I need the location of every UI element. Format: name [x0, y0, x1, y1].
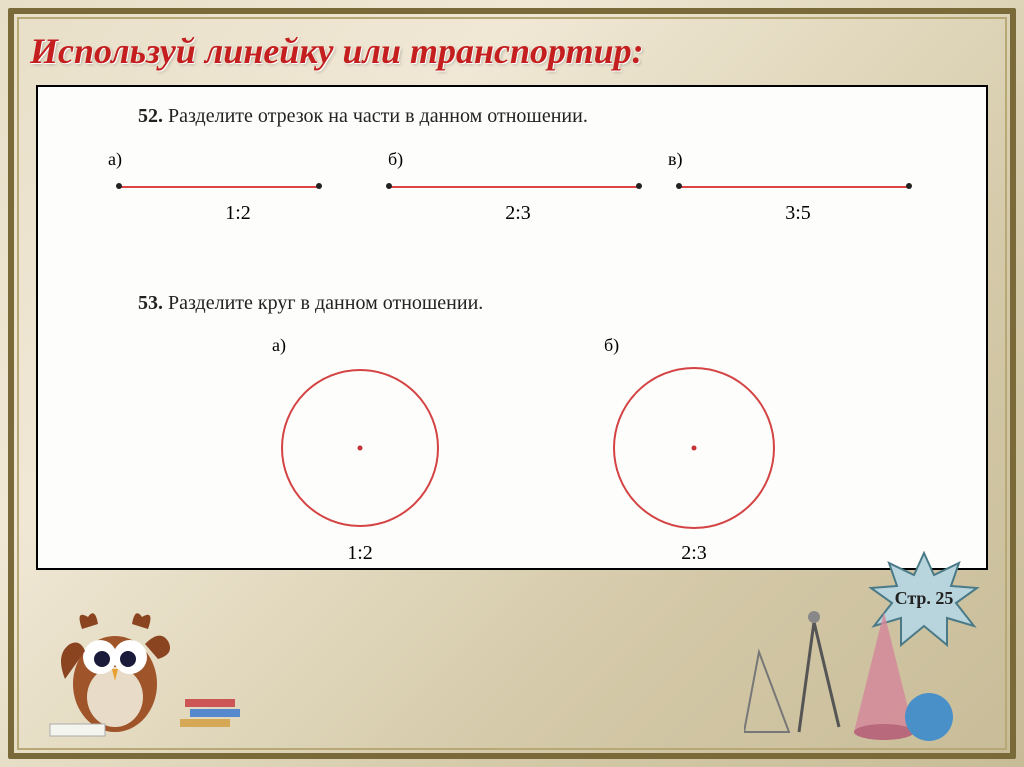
- triangle-ruler: [744, 652, 789, 732]
- segment-b-label: б): [388, 149, 648, 170]
- owl-ear-right: [132, 613, 150, 629]
- problem-52-number: 52.: [138, 105, 163, 127]
- circle-b-center: [692, 446, 697, 451]
- worksheet-panel: 52. Разделите отрезок на части в данном …: [36, 85, 988, 570]
- circle-a-ratio: 1:2: [268, 542, 452, 565]
- segment-c-lineseg: [678, 186, 908, 188]
- circle-a: а) 1:2: [268, 335, 452, 565]
- circle-a-center: [358, 446, 363, 451]
- segment-c-dot-left: [676, 183, 682, 189]
- segment-a: а) 1:2: [108, 149, 368, 225]
- circle-a-label: а): [272, 335, 452, 356]
- pencil-1: [180, 719, 230, 727]
- owl-pupil-left: [94, 651, 110, 667]
- segment-b-line: [388, 182, 648, 192]
- segment-b: б) 2:3: [388, 149, 648, 225]
- segments-row: а) 1:2 б) 2:3 в) 3:5: [108, 149, 928, 225]
- page-title: Используй линейку или транспортир:: [30, 30, 644, 72]
- segment-b-ratio: 2:3: [388, 202, 648, 225]
- segment-a-label: а): [108, 149, 368, 170]
- owl-paper: [50, 724, 105, 736]
- problem-53-text: Разделите круг в данном отношении.: [168, 292, 483, 314]
- circle-b-svg: [600, 360, 788, 538]
- problem-52-heading: 52. Разделите отрезок на части в данном …: [138, 105, 588, 128]
- compass-icon: [799, 622, 839, 732]
- segment-a-line: [108, 182, 368, 192]
- segment-c-label: в): [668, 149, 928, 170]
- segment-c-ratio: 3:5: [668, 202, 928, 225]
- owl-pupil-right: [120, 651, 136, 667]
- problem-52-text: Разделите отрезок на части в данном отно…: [168, 105, 588, 127]
- geometry-tools: [744, 592, 964, 742]
- segment-a-dot-right: [316, 183, 322, 189]
- segment-b-dot-left: [386, 183, 392, 189]
- segment-c-dot-right: [906, 183, 912, 189]
- problem-53-heading: 53. Разделите круг в данном отношении.: [138, 292, 483, 315]
- cone-shape: [854, 612, 914, 732]
- circle-b: б) 2:3: [600, 335, 788, 565]
- owl-illustration: [40, 589, 260, 739]
- circles-row: а) 1:2 б) 2:3: [268, 335, 788, 565]
- segment-a-dot-left: [116, 183, 122, 189]
- owl-ear-left: [80, 613, 98, 629]
- cone-base: [854, 724, 914, 740]
- segment-a-ratio: 1:2: [108, 202, 368, 225]
- circle-a-svg: [268, 360, 452, 538]
- segment-c-line: [668, 182, 928, 192]
- sphere-shape: [905, 693, 953, 741]
- segment-b-lineseg: [388, 186, 638, 188]
- circle-b-label: б): [604, 335, 788, 356]
- pencil-3: [185, 699, 235, 707]
- segment-c: в) 3:5: [668, 149, 928, 225]
- circle-b-ratio: 2:3: [600, 542, 788, 565]
- compass-head: [808, 611, 820, 623]
- problem-53-number: 53.: [138, 292, 163, 314]
- segment-b-dot-right: [636, 183, 642, 189]
- segment-a-lineseg: [118, 186, 318, 188]
- pencil-2: [190, 709, 240, 717]
